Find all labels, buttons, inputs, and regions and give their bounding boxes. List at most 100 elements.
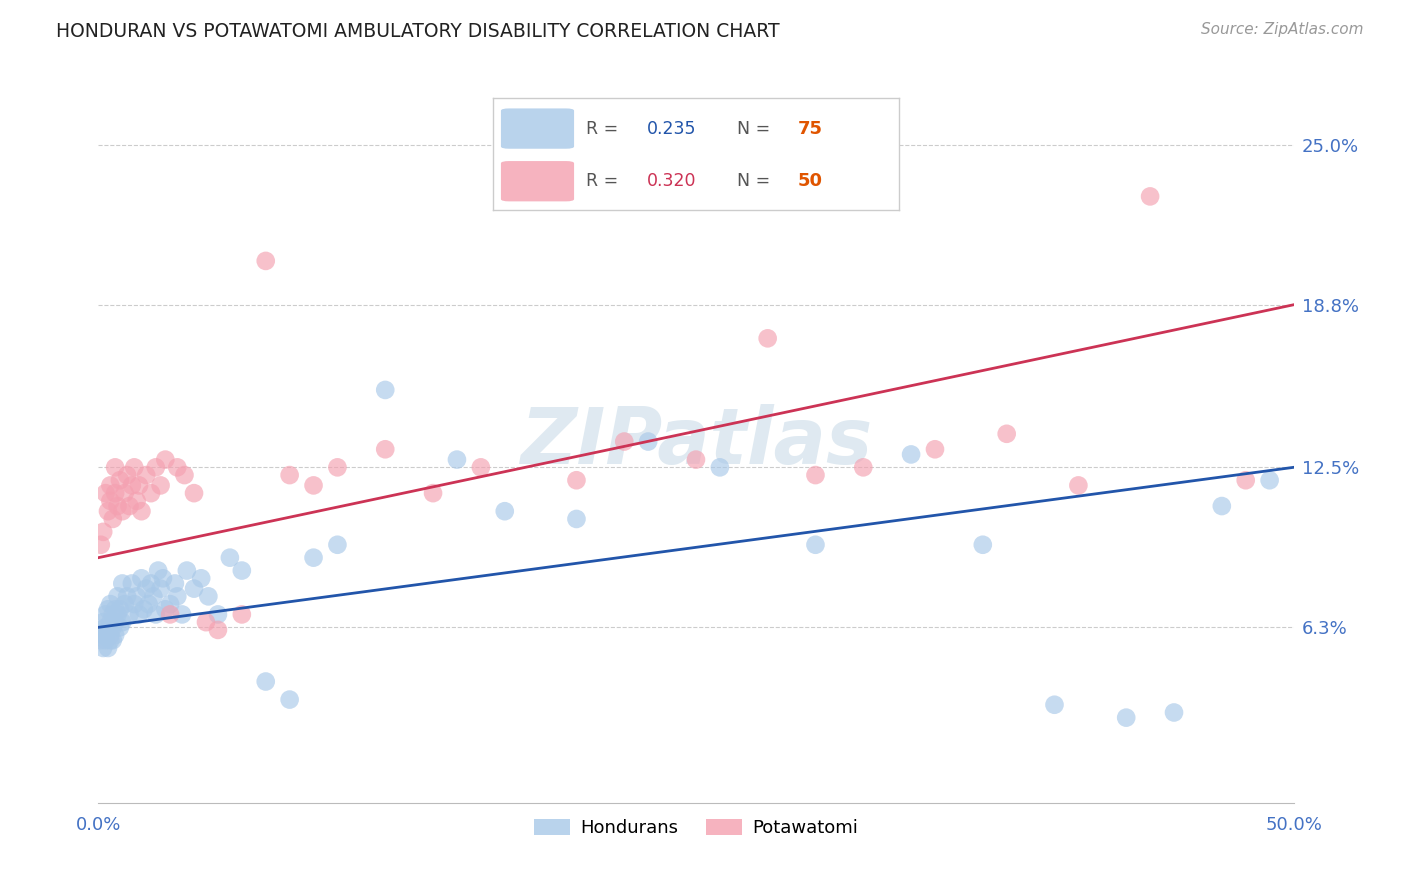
Point (107, 590, 129, 604)
Point (101, 607, 124, 622)
Point (108, 620, 131, 634)
Point (685, 452, 707, 467)
Point (139, 576, 162, 591)
Point (190, 571, 212, 585)
Point (104, 628, 127, 642)
Point (104, 460, 127, 475)
Point (148, 564, 170, 578)
Point (183, 486, 205, 500)
Point (91, 628, 114, 642)
Point (924, 442, 946, 457)
Point (97, 623, 120, 637)
Point (374, 383, 396, 397)
Point (422, 486, 444, 500)
Point (97, 640, 120, 655)
Point (132, 602, 155, 616)
Point (159, 607, 181, 622)
Point (124, 597, 146, 611)
Point (124, 460, 146, 475)
Point (613, 434, 636, 449)
Point (94, 628, 117, 642)
Point (155, 452, 177, 467)
Point (90, 538, 112, 552)
Point (98, 633, 122, 648)
Point (98, 494, 122, 508)
Point (98, 615, 122, 630)
Point (173, 468, 195, 483)
Point (207, 607, 229, 622)
Point (900, 447, 922, 461)
Point (278, 468, 301, 483)
Point (1234, 473, 1257, 487)
Point (111, 576, 134, 591)
Point (1211, 499, 1233, 513)
Point (128, 607, 150, 622)
Point (470, 460, 492, 475)
Point (118, 607, 141, 622)
Point (101, 620, 124, 634)
Point (97, 504, 120, 518)
Point (326, 460, 349, 475)
Point (995, 426, 1018, 441)
Point (135, 468, 157, 483)
Point (108, 473, 131, 487)
Point (94, 633, 117, 648)
Point (149, 582, 172, 596)
Point (804, 538, 827, 552)
Point (1139, 189, 1161, 203)
Point (852, 460, 875, 475)
Text: HONDURAN VS POTAWATOMI AMBULATORY DISABILITY CORRELATION CHART: HONDURAN VS POTAWATOMI AMBULATORY DISABI… (56, 22, 780, 41)
Point (111, 615, 134, 630)
Point (1043, 698, 1066, 712)
Point (176, 564, 198, 578)
Point (166, 590, 188, 604)
Point (90, 623, 112, 637)
Text: Source: ZipAtlas.com: Source: ZipAtlas.com (1201, 22, 1364, 37)
Point (121, 576, 143, 591)
Point (1115, 711, 1137, 725)
Point (172, 607, 194, 622)
Point (183, 582, 205, 596)
Point (91, 640, 114, 655)
Point (494, 504, 516, 518)
Point (98, 597, 122, 611)
Point (302, 550, 325, 565)
Point (709, 460, 731, 475)
Point (219, 550, 242, 565)
Point (1163, 706, 1185, 720)
Point (254, 674, 277, 689)
Point (139, 486, 162, 500)
Point (131, 504, 153, 518)
Point (131, 571, 153, 585)
Point (94, 486, 117, 500)
Point (278, 692, 301, 706)
Point (756, 331, 779, 345)
Point (142, 590, 165, 604)
Point (115, 590, 138, 604)
Point (101, 512, 124, 526)
Point (135, 582, 157, 596)
Point (108, 602, 131, 616)
Point (138, 597, 160, 611)
Text: ZIPatlas: ZIPatlas (520, 403, 872, 480)
Point (637, 434, 659, 449)
Point (152, 571, 174, 585)
Point (104, 615, 127, 630)
Point (111, 504, 134, 518)
Point (374, 442, 396, 457)
Legend: Hondurans, Potawatomi: Hondurans, Potawatomi (526, 812, 866, 845)
Point (107, 499, 129, 513)
Point (94, 607, 117, 622)
Point (104, 486, 127, 500)
Point (91, 615, 114, 630)
Point (149, 478, 172, 492)
Point (231, 607, 253, 622)
Point (114, 486, 136, 500)
Point (254, 254, 277, 268)
Point (1067, 478, 1090, 492)
Point (114, 597, 136, 611)
Point (145, 607, 167, 622)
Point (125, 494, 148, 508)
Point (565, 512, 588, 526)
Point (125, 590, 148, 604)
